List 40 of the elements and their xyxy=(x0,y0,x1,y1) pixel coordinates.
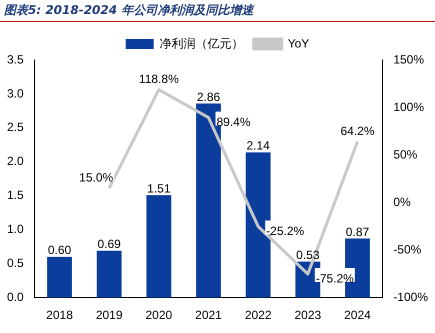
data-label: 15.0% xyxy=(79,170,114,185)
data-label: 2.14 xyxy=(246,138,270,153)
y2-tick-label: 50% xyxy=(393,147,418,162)
y-tick-label: 1.0 xyxy=(6,222,24,236)
y2-tick-label: 150% xyxy=(393,52,424,66)
y2-tick-label: -50% xyxy=(393,242,422,256)
chart-title: 图表5: 2018-2024 年公司净利润及同比增速 xyxy=(4,2,254,19)
data-label: 1.51 xyxy=(147,181,171,196)
bar xyxy=(96,250,122,298)
legend-label: 净利润（亿元） xyxy=(160,36,244,50)
y-tick-label: 2.0 xyxy=(6,154,24,168)
data-label: -75.2% xyxy=(316,271,354,286)
data-label: 64.2% xyxy=(340,124,375,138)
y2-tick-label: -100% xyxy=(393,290,428,304)
data-label: 89.4% xyxy=(216,114,251,129)
data-label: 0.87 xyxy=(346,224,370,239)
y2-tick-label: 100% xyxy=(393,100,424,114)
x-tick-label: 2023 xyxy=(294,308,322,322)
data-label: 0.60 xyxy=(48,243,72,258)
x-tick-label: 2024 xyxy=(344,308,372,322)
x-tick-label: 2021 xyxy=(195,308,222,322)
data-label: 0.69 xyxy=(97,237,122,252)
x-tick-label: 2018 xyxy=(46,308,74,322)
bar xyxy=(146,195,172,298)
x-tick-label: 2020 xyxy=(145,308,173,322)
data-label: -25.2% xyxy=(266,224,305,238)
data-label: 2.86 xyxy=(196,90,220,104)
x-tick-label: 2022 xyxy=(244,308,272,322)
y-tick-label: 0.0 xyxy=(6,290,24,304)
data-label: 0.53 xyxy=(296,248,320,262)
bar xyxy=(47,256,72,298)
y-tick-label: 1.5 xyxy=(6,188,24,202)
y-tick-label: 2.5 xyxy=(6,120,24,134)
y-tick-label: 0.5 xyxy=(6,256,24,270)
legend-label: YoY xyxy=(288,36,310,50)
x-tick-label: 2019 xyxy=(96,308,123,322)
y2-tick-label: 0% xyxy=(393,194,411,209)
data-label: 118.8% xyxy=(138,72,180,86)
y-tick-label: 3.5 xyxy=(6,52,24,66)
y-tick-label: 3.0 xyxy=(6,86,24,100)
